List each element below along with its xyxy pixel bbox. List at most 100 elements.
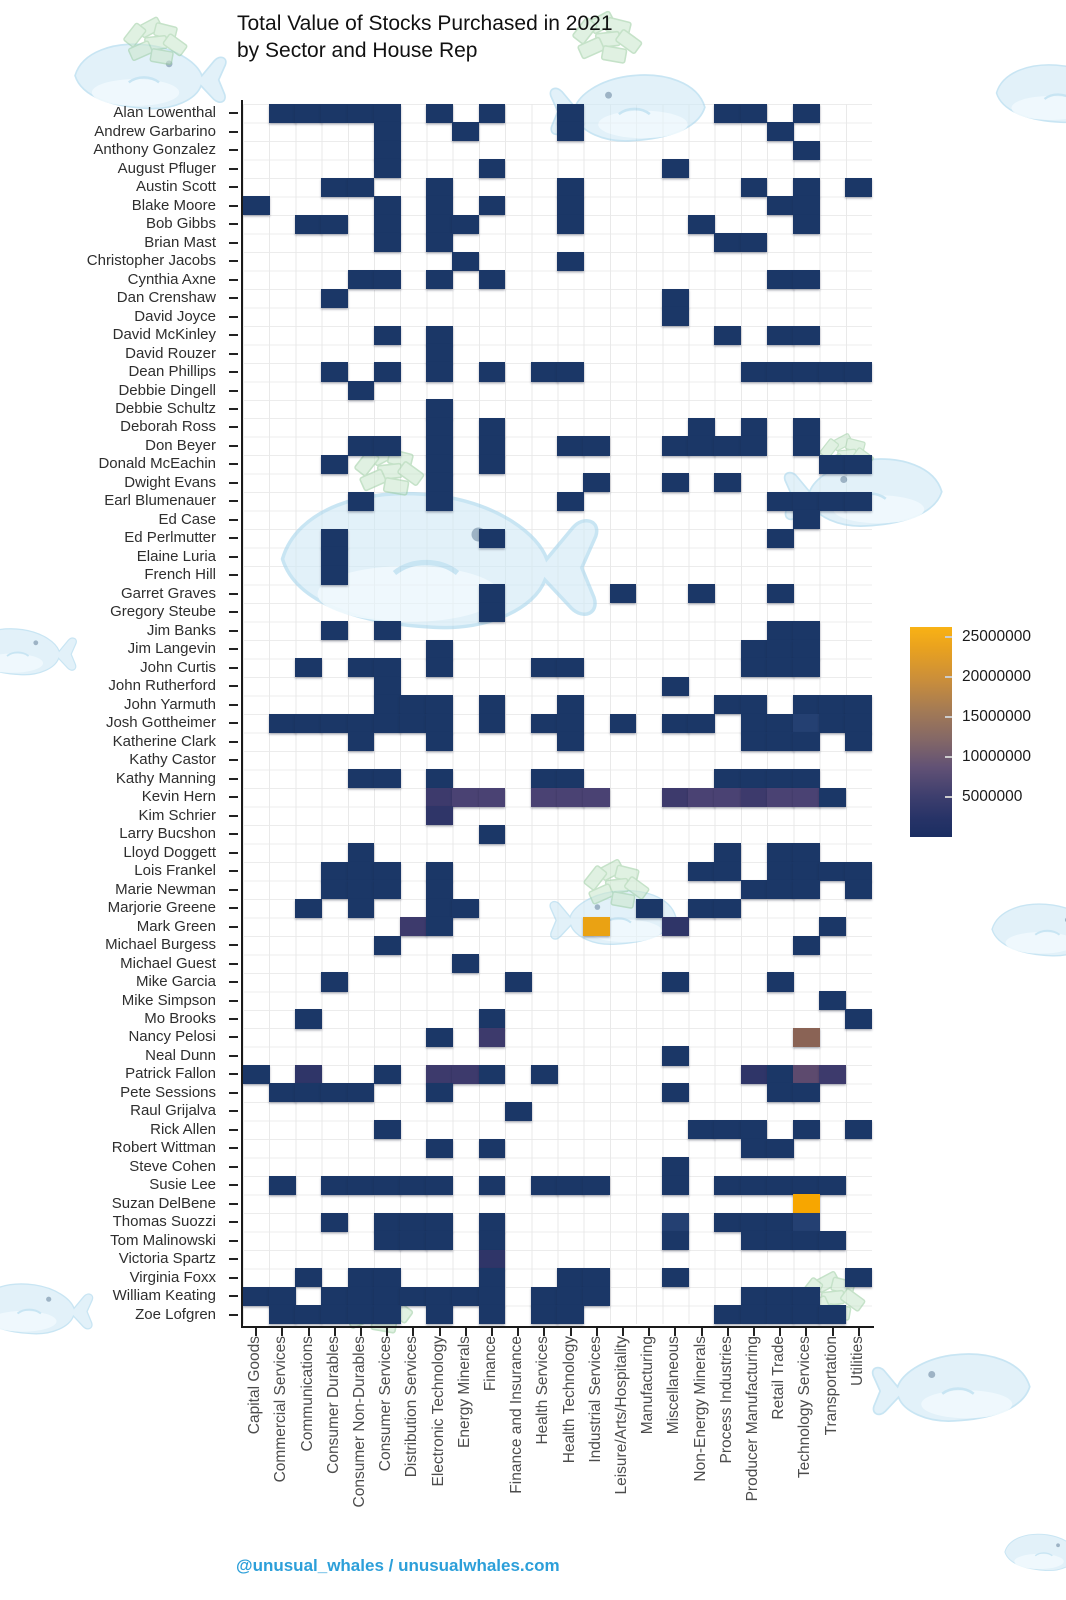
y-tick [229,537,238,540]
whale-watermark-icon [1004,1533,1066,1572]
y-axis-label: Debbie Dingell [118,381,216,399]
y-tick [229,981,238,984]
heatmap-cell [845,177,873,197]
heatmap-cell [426,695,453,715]
y-tick [229,870,238,873]
y-axis-label: Mark Green [136,917,216,935]
y-tick [229,1073,238,1076]
heatmap-cell [478,695,506,715]
heatmap-cell [766,972,794,992]
heatmap-cell [321,1175,349,1195]
heatmap-cell [426,362,453,382]
heatmap-cell [268,1286,296,1306]
y-axis-label: Deborah Ross [120,418,216,436]
heatmap-cell [426,769,453,789]
heatmap-cell [426,454,453,474]
heatmap-cell [662,1231,689,1251]
x-axis-label: Energy Minerals [455,1336,473,1448]
heatmap-cell [426,861,453,881]
y-axis-label: Kathy Manning [115,769,216,787]
y-tick [229,962,238,965]
x-tick [700,1328,703,1336]
heatmap-cell [321,1083,349,1103]
y-axis-label: Thomas Suozzi [112,1213,216,1231]
heatmap-cell [321,1305,349,1325]
y-axis-label: Elaine Luria [136,547,216,565]
heatmap-cell [793,1064,820,1084]
x-axis-label: Consumer Durables [324,1336,342,1474]
heatmap-cell [478,1027,506,1048]
heatmap-cell [426,196,453,216]
heatmap-cell [268,1083,296,1103]
heatmap-cell [347,732,375,752]
y-tick [229,611,238,614]
heatmap-cell [662,436,689,456]
heatmap-cell [793,1212,820,1232]
heatmap-cell [347,491,375,511]
y-tick [229,1313,238,1316]
x-tick [438,1328,441,1336]
whale-watermark-icon [871,1352,1032,1423]
heatmap-cell [740,639,768,659]
heatmap-cell [452,1286,480,1306]
heatmap-cell [295,1009,322,1029]
heatmap-cell [793,214,820,234]
heatmap-cell [845,880,873,900]
x-tick [255,1328,258,1336]
heatmap-cell [845,1120,873,1140]
heatmap-cell [714,103,742,123]
x-tick [595,1328,598,1336]
heatmap-cell [793,695,820,715]
y-axis-label: Blake Moore [131,196,216,214]
y-tick [229,1110,238,1113]
heatmap-cell [478,1138,506,1158]
y-tick [229,833,238,836]
heatmap-cell [793,1027,820,1048]
heatmap-cell [347,1083,375,1103]
heatmap-cell [373,196,401,216]
heatmap-cell [373,1064,401,1084]
x-tick [569,1328,572,1336]
heatmap-cell [426,344,453,364]
heatmap-cell [766,528,794,548]
heatmap-cell [399,713,427,733]
y-axis-label: Donald McEachin [98,455,216,473]
heatmap-cell [766,843,794,863]
heatmap-cell [766,1138,794,1158]
heatmap-cell [793,103,820,123]
heatmap-cell [426,436,453,456]
y-axis-label: Zoe Lofgren [135,1305,216,1323]
y-axis-label: Susie Lee [149,1176,216,1194]
heatmap-cell [373,1305,401,1325]
heatmap-cell [688,584,716,604]
heatmap-cell [426,103,453,123]
heatmap-cell [740,1064,768,1084]
heatmap-cell [557,251,584,271]
y-tick [229,444,238,447]
y-tick [229,500,238,503]
heatmap-cell [321,1286,349,1306]
y-axis-label: August Pfluger [117,159,216,177]
heatmap-cell [347,843,375,863]
heatmap-cell [321,565,349,585]
whale-watermark-icon [995,63,1066,124]
heatmap-cell [321,1212,349,1232]
attribution-text: @unusual_whales / unusualwhales.com [236,1556,560,1575]
heatmap-cell [478,787,506,807]
y-axis-label: William Keating [112,1287,216,1305]
heatmap-cell [321,621,349,641]
heatmap-cell [793,713,820,733]
heatmap-cell [740,1231,768,1251]
heatmap-cell [557,177,584,197]
heatmap-cell [740,1120,768,1140]
heatmap-cell [399,917,427,937]
heatmap-cell [557,713,584,733]
x-tick [386,1328,389,1336]
heatmap-cell [478,1175,506,1195]
heatmap-cell [740,658,768,678]
heatmap-cell [793,177,820,197]
heatmap-cell [793,270,820,290]
heatmap-cell [242,1064,270,1084]
heatmap-cell [399,1212,427,1232]
y-tick [229,740,238,743]
